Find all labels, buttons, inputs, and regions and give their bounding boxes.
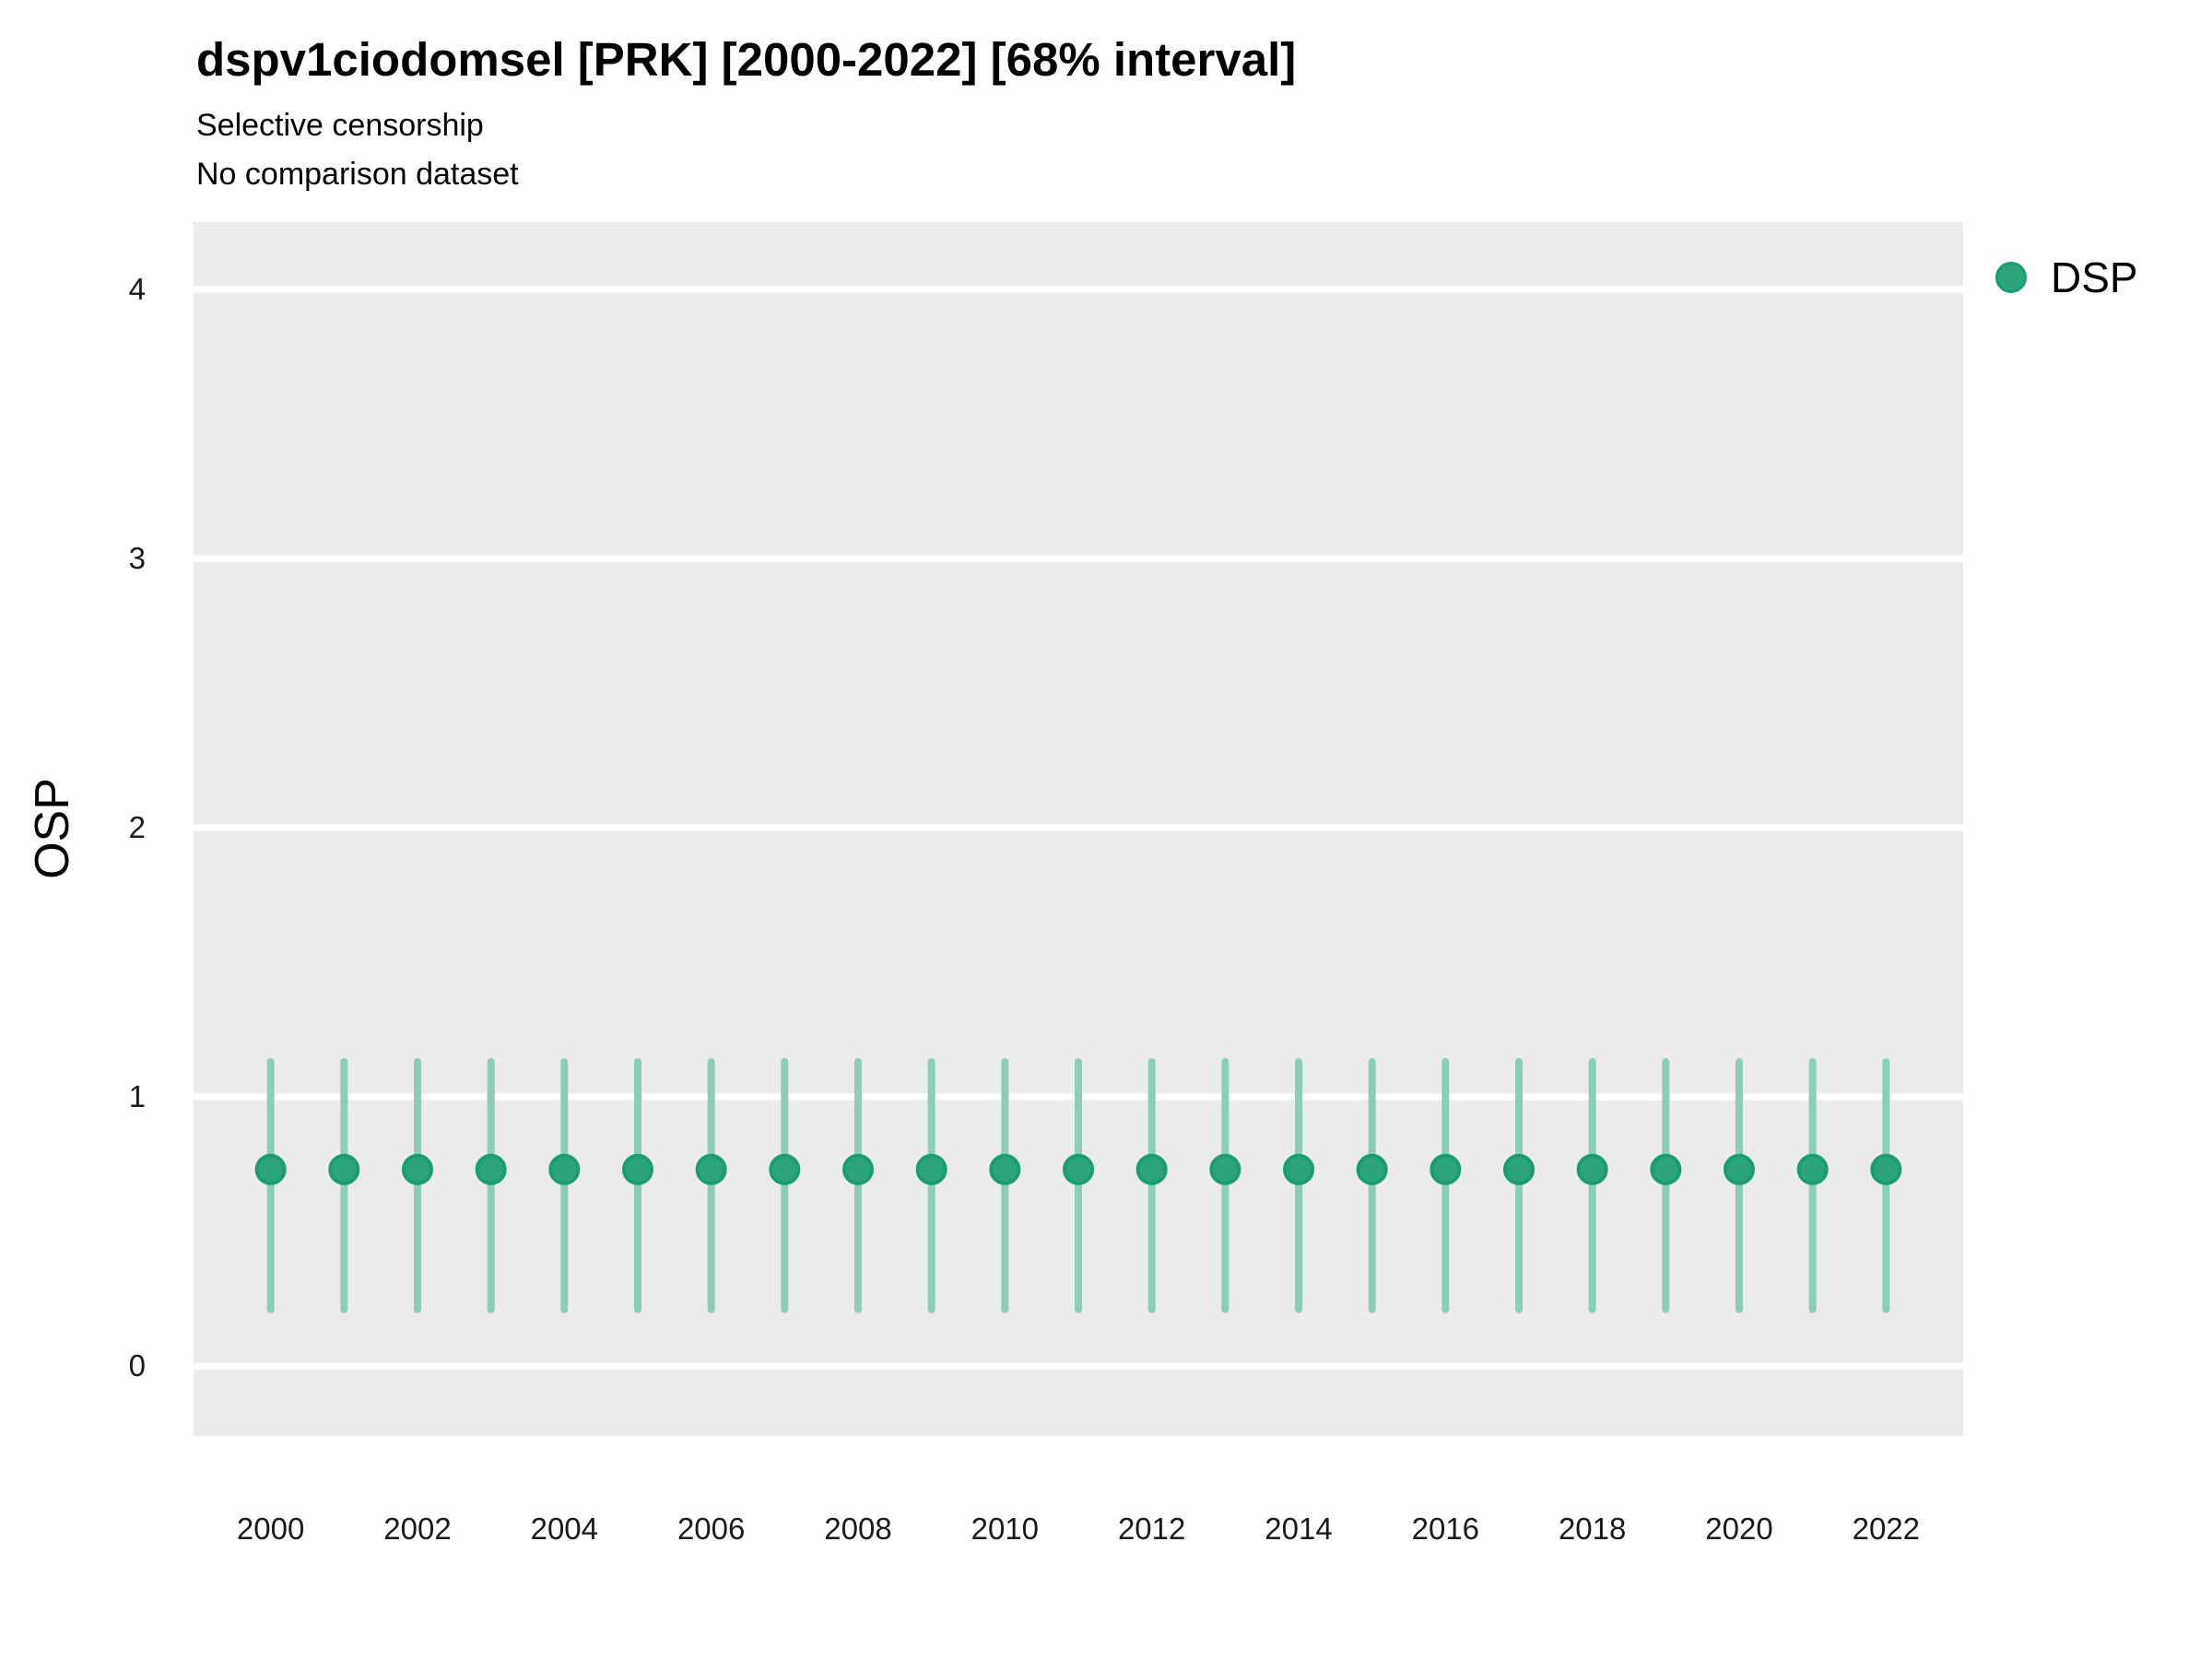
data-point-2014 <box>1283 1153 1315 1185</box>
data-point-2010 <box>989 1153 1021 1185</box>
plot-panel <box>194 222 1963 1436</box>
x-tick-label-2012: 2012 <box>1117 1512 1186 1546</box>
x-tick-label-2016: 2016 <box>1411 1512 1480 1546</box>
x-tick-label-2004: 2004 <box>530 1512 599 1546</box>
data-point-2013 <box>1209 1153 1241 1185</box>
data-point-2005 <box>621 1153 653 1185</box>
chart-subtitle-line2: No comparison dataset <box>196 157 519 192</box>
data-point-2020 <box>1724 1153 1756 1185</box>
data-point-2022 <box>1870 1153 1902 1185</box>
x-tick-label-2010: 2010 <box>971 1512 1040 1546</box>
data-point-2021 <box>1796 1153 1829 1185</box>
x-tick-label-2014: 2014 <box>1265 1512 1333 1546</box>
legend-point-icon <box>1995 262 2027 293</box>
y-tick-label-2: 2 <box>128 810 146 845</box>
x-tick-label-2022: 2022 <box>1852 1512 1921 1546</box>
data-point-2004 <box>548 1153 581 1185</box>
plot-svg <box>194 286 1963 1370</box>
x-tick-label-2002: 2002 <box>383 1512 452 1546</box>
x-tick-label-2020: 2020 <box>1705 1512 1773 1546</box>
y-tick-label-0: 0 <box>128 1348 146 1383</box>
data-point-2016 <box>1430 1153 1462 1185</box>
x-tick-label-2006: 2006 <box>677 1512 746 1546</box>
data-point-2003 <box>475 1153 507 1185</box>
data-point-2018 <box>1576 1153 1608 1185</box>
x-tick-label-2000: 2000 <box>236 1512 305 1546</box>
legend-label: DSP <box>2051 253 2138 301</box>
x-tick-label-2018: 2018 <box>1558 1512 1627 1546</box>
data-point-2000 <box>254 1153 287 1185</box>
data-point-2009 <box>915 1153 947 1185</box>
y-tick-label-1: 1 <box>128 1079 146 1114</box>
data-point-2001 <box>328 1153 360 1185</box>
data-point-2007 <box>769 1153 801 1185</box>
chart-title: dspv1ciodomsel [PRK] [2000-2022] [68% in… <box>196 33 1297 86</box>
data-point-2015 <box>1356 1153 1388 1185</box>
chart-subtitle-line1: Selective censorship <box>196 108 484 143</box>
legend: DSP <box>1995 249 2138 306</box>
data-point-2012 <box>1135 1153 1168 1185</box>
x-tick-label-2008: 2008 <box>824 1512 892 1546</box>
y-tick-label-4: 4 <box>128 272 146 306</box>
data-point-2017 <box>1503 1153 1535 1185</box>
data-point-2019 <box>1650 1153 1682 1185</box>
data-point-2011 <box>1063 1153 1094 1185</box>
y-tick-label-3: 3 <box>128 541 146 576</box>
data-point-2008 <box>841 1153 874 1185</box>
data-point-2006 <box>695 1153 727 1185</box>
data-point-2002 <box>401 1153 433 1185</box>
